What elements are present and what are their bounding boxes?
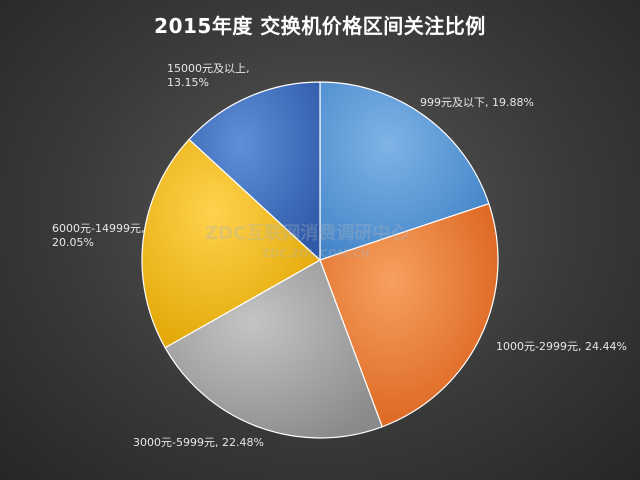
- slice-label-6000-14999-value: 20.05%: [52, 236, 94, 249]
- slice-label-6000-14999: 6000元-14999元, 20.05%: [52, 222, 144, 250]
- watermark-line1: ZDC互联网消费调研中心: [205, 223, 409, 244]
- slice-label-3000-5999: 3000元-5999元, 22.48%: [133, 436, 264, 449]
- slice-3000-5999: [164, 259, 383, 439]
- slice-15000-above: [188, 81, 321, 262]
- slice-label-999-below: 999元及以下, 19.88%: [420, 96, 534, 109]
- slice-label-1000-2999: 1000元-2999元, 24.44%: [496, 340, 627, 353]
- chart-title: 2015年度 交换机价格区间关注比例: [154, 14, 486, 38]
- slice-label-6000-14999-name: 6000元-14999元,: [52, 222, 145, 235]
- slice-label-15000-above: 15000元及以上, 13.15%: [167, 62, 250, 90]
- watermark-line2: ZDC.ZOL.COM.CN: [262, 247, 370, 260]
- slice-1000-2999: [319, 202, 499, 428]
- slice-label-15000-above-name: 15000元及以上,: [167, 62, 250, 75]
- slice-label-15000-above-value: 13.15%: [167, 76, 209, 89]
- slice-6000-14999: [141, 138, 322, 349]
- slice-999-below: [319, 81, 490, 261]
